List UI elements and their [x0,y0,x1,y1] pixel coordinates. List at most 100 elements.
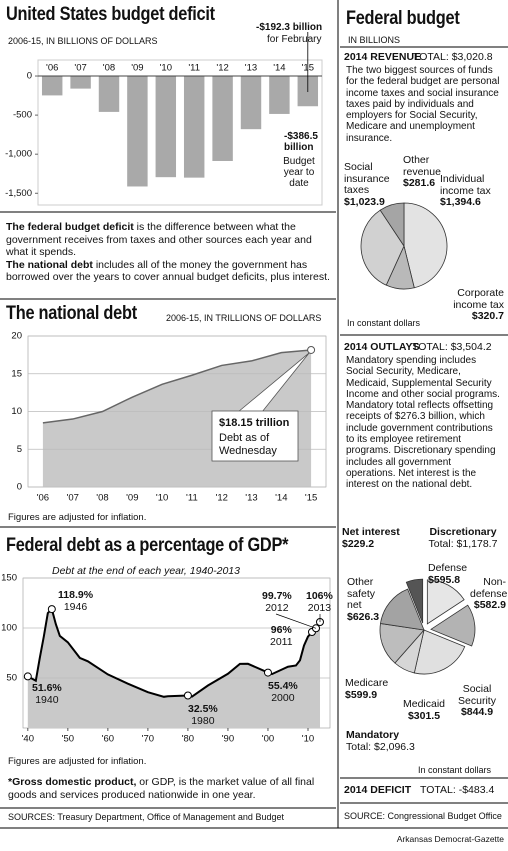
chart-subtitle: Debt at the end of each year, 1940-2013 [52,565,240,577]
pie-label: Individual income tax $1,394.6 [440,173,506,209]
pie-label-name: Social insurance taxes [344,161,390,196]
group-name: Mandatory [346,729,400,741]
bar [212,76,233,161]
chart-subtitle: 2006-15, IN BILLIONS OF DOLLARS [8,36,158,46]
bar [127,76,148,187]
y-tick-label: 5 [17,444,22,455]
value-label-text: 32.5% [188,703,218,715]
value-label-text: 106% [306,590,333,602]
point-marker [307,345,316,354]
term: The federal budget deficit [6,221,134,233]
group-label: Discretionary Total: $1,178.7 [418,526,508,550]
pie-label-name: Other safety net [347,576,376,611]
year-label: 1940 [35,694,59,706]
pie-label-name: Medicare [345,677,389,689]
bar [155,76,177,178]
pie-label-value: $1,023.9 [344,195,385,208]
point-marker [183,691,192,700]
pie-label-value: $626.3 [347,610,380,623]
pie-label-value: $1,394.6 [440,196,481,208]
value-label-text: 96% [270,624,292,636]
group-total: Total: $2,096.3 [346,740,415,753]
pie-label-value: $320.7 [471,310,504,322]
pie-label-value: $844.9 [460,706,494,718]
year-label: 1980 [191,715,215,727]
y-tick-label: 15 [11,368,22,379]
value-label: 106% 2013 [306,590,333,614]
y-tick-label: -1,000 [5,149,32,160]
credit: Arkansas Democrat-Gazette [396,834,504,844]
x-tick-label: '07 [67,493,79,504]
explainer-paragraph: The federal budget deficit is the differ… [6,221,332,259]
note: In constant dollars [418,765,492,775]
group-name: Discretionary [429,526,497,538]
chart-subtitle: 2006-15, IN TRILLIONS OF DOLLARS [166,313,322,323]
x-tick-label: '00 [262,734,274,745]
pie-label: Non-defense $582.9 [470,576,507,612]
pie-label-name: Defense [428,562,468,574]
y-tick-label: -500 [13,110,32,121]
y-tick-label: 0 [17,482,22,493]
pie-label-name: Net interest [342,526,400,538]
value-label: 51.6% 1940 [32,682,62,706]
annotation: $18.15 trillion [219,417,290,429]
pie-slice [426,579,465,625]
explainer-paragraph: The national debt includes all of the mo… [6,259,332,284]
deficit-total: TOTAL: -$483.4 [420,784,495,796]
pie-label-name: Medicaid [402,698,446,710]
pie-label: Defense $595.8 [428,562,472,586]
x-tick-label: '11 [188,63,200,74]
pie-label: Social Security $844.9 [452,683,502,719]
bar [269,76,290,114]
chart-title: Federal debt as a percentage of GDP* [6,535,289,556]
y-tick-label: 100 [1,623,17,634]
x-tick-label: '10 [156,493,168,504]
leader-line [275,613,317,629]
annotation: -$386.5 billion [284,131,318,153]
year-label: 2011 [270,636,293,648]
x-tick-label: '14 [275,493,287,504]
bar [98,76,120,112]
point-marker [263,668,272,677]
y-tick-label: -1,500 [5,188,32,199]
x-tick-label: '06 [46,63,58,74]
pie-slice [379,202,405,248]
x-tick-label: '11 [186,493,198,504]
term: *Gross domestic product, [8,776,137,788]
pie-label-name: Social Security [458,683,496,707]
annotation: for February [267,34,322,45]
value-label-text: 99.7% [262,590,292,602]
pie-label: Social insurance taxes $1,023.9 [344,161,398,208]
pie-label: Other revenue $281.6 [403,154,467,190]
pie-label: Medicare $599.9 [345,677,391,701]
pie-label: Corporate income tax $320.7 [430,287,504,323]
pie-slice [403,202,448,289]
deficit-title: 2014 DEFICIT [344,784,412,796]
area [27,609,320,728]
point-marker [47,605,56,614]
x-tick-label: '07 [74,63,86,74]
pie-label: Net interest $229.2 [342,526,412,550]
x-tick-label: '08 [103,63,115,74]
x-tick-label: '13 [245,63,257,74]
x-tick-label: '08 [96,493,108,504]
x-tick-label: '09 [131,63,143,74]
pie-label-value: $281.6 [403,177,436,189]
x-tick-label: '10 [160,63,172,74]
definition: or GDP, is the market value of all final… [8,776,315,801]
pie-slice [430,604,476,647]
sources: SOURCES: Treasury Department, Office of … [8,812,284,822]
bar [41,76,63,96]
x-tick-label: '40 [22,734,34,745]
x-tick-label: '50 [62,734,74,745]
pie-label: Medicaid $301.5 [399,698,449,722]
point-marker [23,672,32,681]
year-label: 2012 [265,602,289,614]
term: The national debt [6,258,93,271]
value-label: 96% 2011 [270,624,293,648]
value-label: 32.5% 1980 [188,703,218,727]
explainer: The federal budget deficit is the differ… [6,221,332,284]
x-tick-label: '14 [273,63,285,74]
